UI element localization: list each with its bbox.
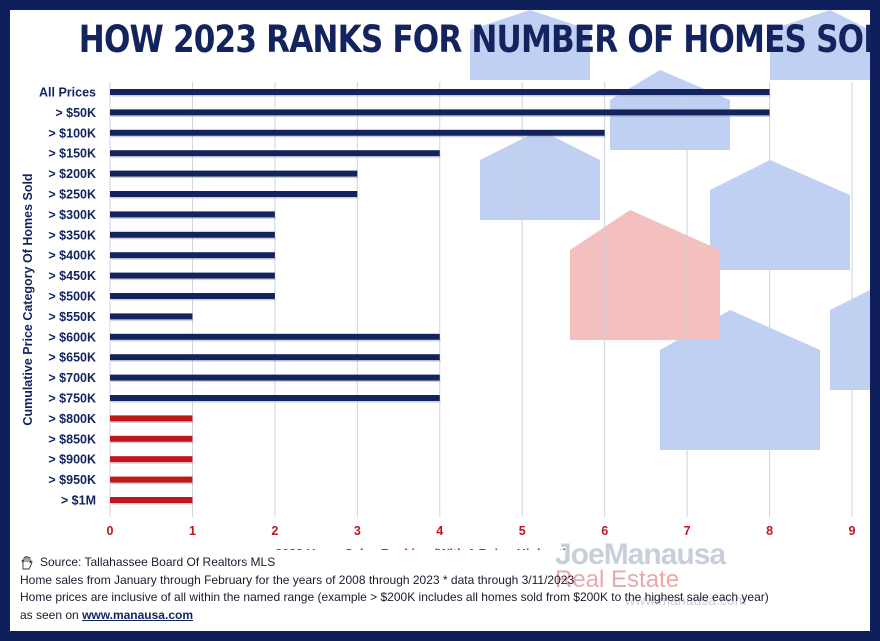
bar bbox=[110, 415, 193, 422]
category-label: > $650K bbox=[48, 351, 96, 365]
bar-shadow bbox=[111, 421, 194, 423]
watermark-url: www.manausa.com bbox=[625, 592, 747, 608]
bar bbox=[110, 129, 605, 136]
category-label: > $250K bbox=[48, 188, 96, 202]
bar bbox=[110, 293, 275, 299]
category-label: > $100K bbox=[48, 126, 96, 140]
category-label: > $950K bbox=[48, 473, 96, 487]
y-axis-label: Cumulative Price Category Of Homes Sold bbox=[21, 173, 35, 425]
seen-on-prefix: as seen on bbox=[20, 607, 79, 622]
brand-watermark: JoeManausa Real Estate www.manausa.com bbox=[555, 538, 746, 608]
category-label: > $750K bbox=[48, 392, 96, 406]
x-tick-label: 9 bbox=[849, 524, 856, 538]
bar bbox=[110, 252, 275, 259]
footer-note-dates: Home sales from January through February… bbox=[20, 572, 575, 587]
category-label: > $550K bbox=[48, 310, 96, 324]
category-label: > $150K bbox=[48, 147, 96, 161]
bar-shadow bbox=[111, 176, 359, 179]
category-label: > $850K bbox=[48, 432, 96, 446]
bar bbox=[110, 272, 275, 279]
bar bbox=[110, 231, 275, 238]
x-tick-label: 6 bbox=[601, 524, 608, 538]
bar bbox=[110, 395, 440, 401]
footer-seen-on: as seen on www.manausa.com bbox=[20, 607, 840, 625]
bar bbox=[110, 497, 193, 503]
watermark-sub: Real Estate bbox=[555, 566, 680, 593]
x-tick-label: 7 bbox=[684, 524, 691, 538]
bar-shadow bbox=[111, 503, 194, 505]
bar-shadow bbox=[111, 135, 606, 138]
bar-shadow bbox=[111, 319, 194, 321]
category-label: All Prices bbox=[39, 86, 96, 100]
bar-shadow bbox=[111, 360, 441, 362]
bar-shadow bbox=[111, 156, 441, 158]
bar bbox=[110, 150, 440, 157]
bar-shadow bbox=[111, 441, 194, 444]
bar-shadow bbox=[111, 299, 276, 301]
bar-shadow bbox=[111, 258, 276, 260]
x-tick-label: 5 bbox=[519, 524, 526, 538]
category-label: > $1M bbox=[61, 494, 96, 508]
bar bbox=[110, 191, 358, 197]
bar-shadow bbox=[111, 115, 771, 117]
bar bbox=[110, 476, 193, 483]
bar bbox=[110, 456, 193, 463]
source-line: Source: Tallahassee Board Of Realtors ML… bbox=[20, 554, 840, 572]
category-label: > $200K bbox=[48, 167, 96, 181]
bar-shadow bbox=[111, 197, 359, 199]
bar-shadow bbox=[111, 401, 441, 403]
site-link[interactable]: www.manausa.com bbox=[82, 607, 193, 622]
category-label: > $500K bbox=[48, 290, 96, 304]
footer-note-prices: Home prices are inclusive of all within … bbox=[20, 590, 769, 604]
bar-shadow bbox=[111, 482, 194, 485]
x-axis-label: 2023 Home Sales Ranking (With 1 Being Hi… bbox=[275, 547, 567, 550]
bar bbox=[110, 170, 358, 177]
bar-shadow bbox=[111, 462, 194, 464]
category-label: > $450K bbox=[48, 269, 96, 283]
bar-chart: All Prices > $50K > $100K > $150K > $200K > $… bbox=[21, 82, 856, 550]
category-label: > $50K bbox=[55, 106, 96, 120]
bar bbox=[110, 354, 440, 361]
bar bbox=[110, 435, 193, 442]
bar bbox=[110, 313, 193, 320]
watermark-brand: JoeManausa bbox=[555, 538, 726, 571]
bar-shadow bbox=[111, 217, 276, 219]
category-label: > $300K bbox=[48, 208, 96, 222]
category-label: > $800K bbox=[48, 412, 96, 426]
category-label: > $400K bbox=[48, 249, 96, 263]
x-tick-label: 2 bbox=[271, 524, 278, 538]
chart-frame: HOW 2023 RANKS FOR NUMBER OF HOMES SOLD … bbox=[10, 10, 870, 631]
x-tick-label: 8 bbox=[766, 524, 773, 538]
x-tick-label: 4 bbox=[436, 524, 443, 538]
x-tick-label: 3 bbox=[354, 524, 361, 538]
bar-shadow bbox=[111, 380, 441, 383]
x-tick-label: 1 bbox=[189, 524, 196, 538]
x-tick-label: 0 bbox=[107, 524, 114, 538]
source-text: Source: Tallahassee Board Of Realtors ML… bbox=[40, 555, 276, 569]
bar-shadow bbox=[111, 278, 276, 281]
bar bbox=[110, 374, 440, 381]
bar bbox=[110, 333, 440, 340]
bar-shadow bbox=[111, 237, 276, 240]
hand-icon bbox=[21, 555, 33, 570]
category-label: > $600K bbox=[48, 330, 96, 344]
category-label: > $350K bbox=[48, 228, 96, 242]
bar bbox=[110, 211, 275, 218]
bar-shadow bbox=[111, 339, 441, 342]
chart-footer: Source: Tallahassee Board Of Realtors ML… bbox=[20, 554, 840, 624]
bar bbox=[110, 109, 770, 116]
bar bbox=[110, 89, 770, 95]
category-label: > $700K bbox=[48, 371, 96, 385]
bar-shadow bbox=[111, 95, 771, 97]
category-label: > $900K bbox=[48, 453, 96, 467]
chart-title: HOW 2023 RANKS FOR NUMBER OF HOMES SOLD bbox=[78, 18, 870, 61]
